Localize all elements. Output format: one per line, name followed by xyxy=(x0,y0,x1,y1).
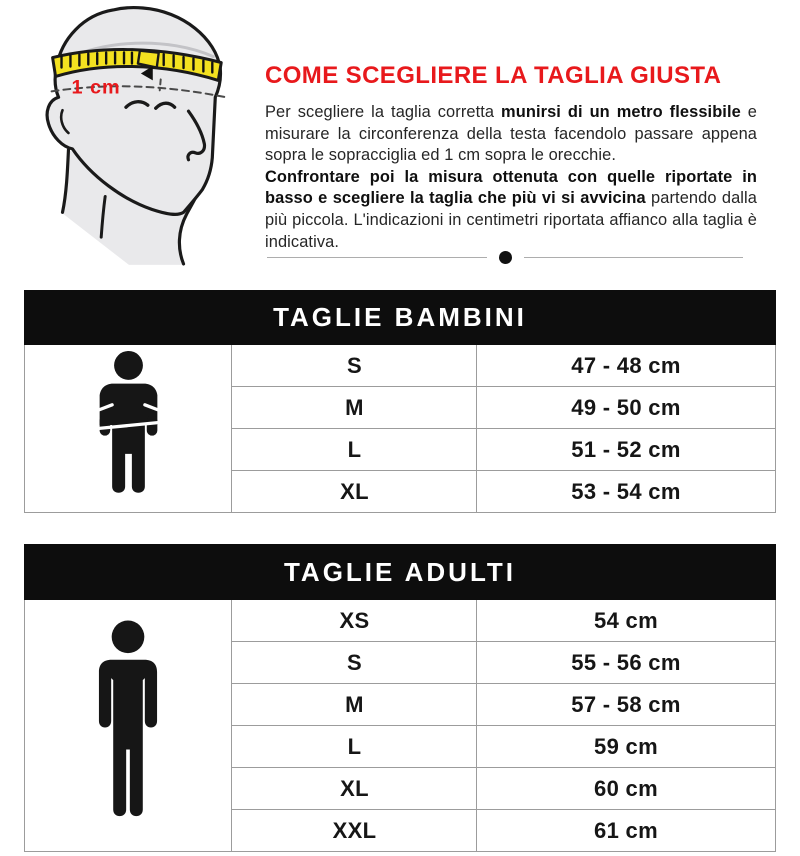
size-value: 60 cm xyxy=(476,767,776,810)
adult-icon xyxy=(99,620,158,817)
divider-line xyxy=(523,256,743,258)
intro-text-run: e misurare la circonferenza della testa … xyxy=(265,103,757,165)
measurement-instructions-section: 1 cm COME SCEGLIERE LA TAGLIA GIUSTA Per… xyxy=(0,0,800,290)
size-value: 57 - 58 cm xyxy=(476,683,776,726)
intro-text-run-bold: munirsi di un metro flessibile xyxy=(501,103,741,121)
size-value: 55 - 56 cm xyxy=(476,641,776,684)
table-row: M 57 - 58 cm xyxy=(25,683,776,726)
size-label: XL xyxy=(231,767,478,810)
section-divider xyxy=(267,250,743,264)
dashed-measure-line xyxy=(50,85,228,99)
size-label: S xyxy=(231,641,478,684)
child-icon-cell xyxy=(24,344,233,513)
table-row: S 55 - 56 cm xyxy=(25,641,776,684)
size-label: M xyxy=(231,386,478,429)
size-label: XS xyxy=(231,599,478,642)
intro-text-block: COME SCEGLIERE LA TAGLIA GIUSTA Per sceg… xyxy=(265,62,757,253)
adult-icon-cell xyxy=(24,599,233,852)
child-icon xyxy=(97,350,160,493)
table-row: L 51 - 52 cm xyxy=(25,428,776,471)
table-row: XS 54 cm xyxy=(24,599,776,852)
size-label: L xyxy=(231,428,478,471)
size-value: 59 cm xyxy=(476,725,776,768)
size-value: 49 - 50 cm xyxy=(476,386,776,429)
size-label: XL xyxy=(231,470,478,513)
adult-sizes-table: TAGLIE ADULTI XS 54 cm S 55 - 56 cm xyxy=(24,544,776,852)
table-row: XL 53 - 54 cm xyxy=(25,470,776,513)
table-row: XXL 61 cm xyxy=(25,809,776,852)
tape-tick-marks xyxy=(60,51,214,74)
intro-text-run: Per scegliere la taglia corretta xyxy=(265,103,502,121)
table-row: M 49 - 50 cm xyxy=(25,386,776,429)
size-value: 61 cm xyxy=(476,809,776,852)
head-measurement-illustration: 1 cm xyxy=(45,6,228,266)
divider-line xyxy=(267,256,487,258)
table-row: S 47 - 48 cm xyxy=(24,344,776,513)
tape-measure-label: 1 cm xyxy=(71,76,120,98)
intro-paragraph-1: Per scegliere la taglia corretta munirsi… xyxy=(265,102,757,167)
size-label: M xyxy=(231,683,478,726)
measuring-tape-icon xyxy=(51,48,223,82)
intro-text-run-bold: Confrontare poi la misura ottenuta con q… xyxy=(265,167,757,208)
children-sizes-table: TAGLIE BAMBINI xyxy=(24,290,776,513)
divider-dot-icon xyxy=(498,250,512,264)
intro-text-run: partendo dalla più piccola. L'indicazion… xyxy=(265,189,757,251)
children-table-title: TAGLIE BAMBINI xyxy=(24,290,776,345)
size-value: 51 - 52 cm xyxy=(476,428,776,471)
adult-table-title: TAGLIE ADULTI xyxy=(24,544,776,600)
size-value: 47 - 48 cm xyxy=(476,344,776,387)
size-value: 54 cm xyxy=(476,599,776,642)
size-label: XXL xyxy=(231,809,478,852)
neck-shape xyxy=(62,149,187,265)
size-label: L xyxy=(231,725,478,768)
page-title: COME SCEGLIERE LA TAGLIA GIUSTA xyxy=(265,62,722,89)
intro-paragraph-2: Confrontare poi la misura ottenuta con q… xyxy=(265,167,757,253)
size-label: S xyxy=(231,344,478,387)
size-value: 53 - 54 cm xyxy=(476,470,776,513)
